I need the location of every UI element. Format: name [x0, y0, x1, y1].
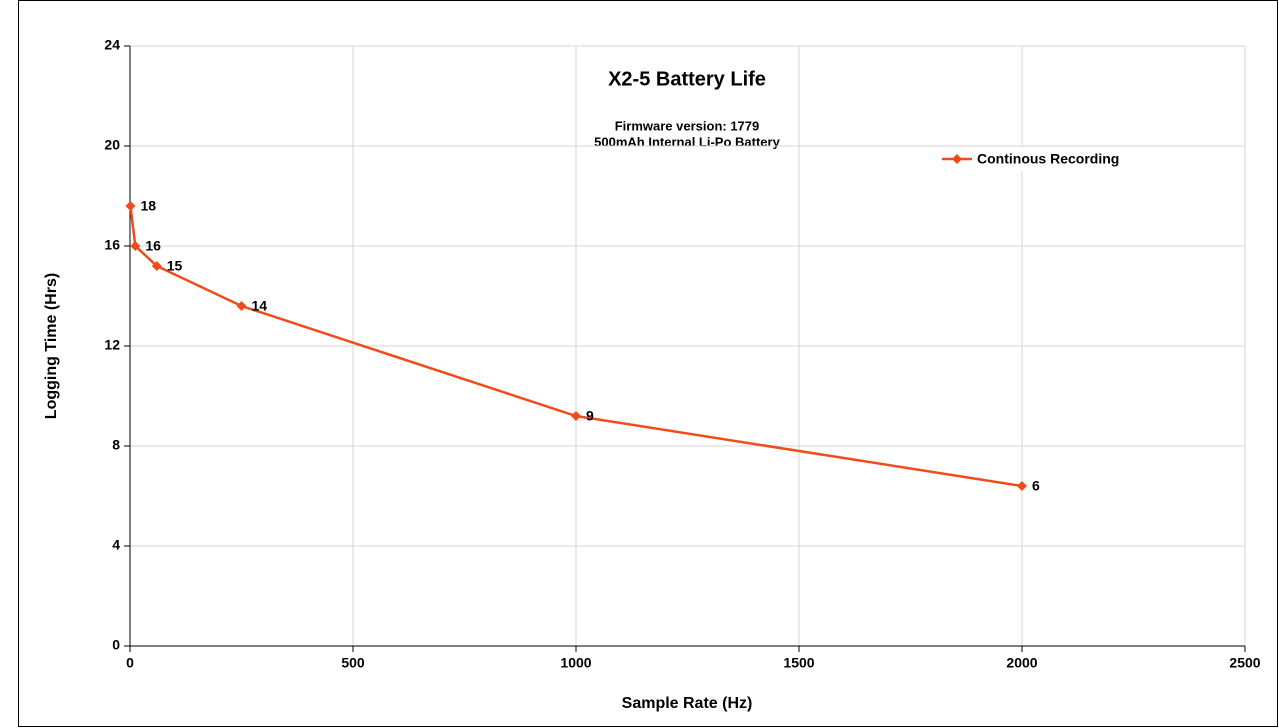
point [1017, 481, 1027, 491]
chart-title: X2-5 Battery Life [608, 68, 766, 90]
x-tick-label: 2000 [1006, 655, 1037, 671]
point [151, 261, 162, 271]
data-label: 6 [1032, 478, 1040, 494]
point [571, 411, 581, 421]
x-tick-label: 500 [341, 655, 365, 671]
point [125, 201, 136, 211]
y-axis-label: Logging Time (Hrs) [43, 273, 60, 419]
data-label: 14 [252, 298, 268, 314]
y-tick-label: 16 [104, 237, 120, 253]
x-axis-label: Sample Rate (Hz) [622, 695, 753, 712]
x-tick-label: 2500 [1229, 655, 1260, 671]
data-label: 16 [145, 238, 161, 254]
y-tick-label: 12 [104, 337, 120, 353]
y-tick-label: 8 [112, 437, 120, 453]
data-label: 9 [586, 408, 594, 424]
series-line [129, 205, 1023, 488]
frame [18, 0, 1278, 727]
point [236, 301, 247, 311]
data-label: 15 [167, 258, 183, 274]
x-tick-label: 0 [126, 655, 134, 671]
y-tick-label: 0 [112, 637, 120, 653]
y-tick-label: 20 [104, 137, 120, 153]
subtitle: Firmware version: 1779 [615, 118, 760, 133]
y-tick-label: 4 [112, 537, 120, 553]
point [130, 241, 141, 251]
x-tick-label: 1000 [560, 655, 591, 671]
subtitle: 500mAh Internal Li-Po Battery [594, 134, 780, 149]
legend-label: Continous Recording [977, 151, 1119, 167]
x-tick-label: 1500 [783, 655, 814, 671]
data-label: 18 [140, 198, 156, 214]
y-tick-label: 24 [104, 37, 120, 53]
legend-bg [936, 147, 1176, 171]
legend-marker [952, 154, 962, 164]
